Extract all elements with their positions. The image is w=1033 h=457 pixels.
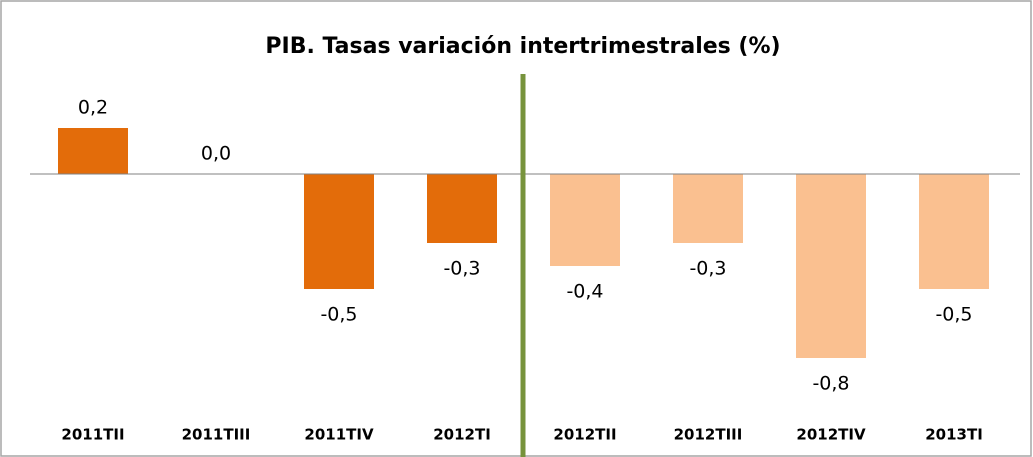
value-label: -0,5	[320, 304, 357, 326]
bar	[550, 174, 620, 266]
value-label: 0,2	[78, 97, 108, 119]
x-tick-label: 2012TIV	[796, 426, 866, 444]
x-tick-label: 2012TI	[433, 426, 491, 444]
chart-title: PIB. Tasas variación intertrimestrales (…	[265, 34, 780, 59]
x-tick-label: 2012TIII	[674, 426, 743, 444]
x-tick-label: 2011TIV	[304, 426, 374, 444]
x-tick-label: 2011TIII	[182, 426, 251, 444]
bar	[58, 128, 128, 174]
x-tick-label: 2012TII	[553, 426, 616, 444]
x-tick-label: 2013TI	[925, 426, 983, 444]
value-label: -0,5	[935, 304, 972, 326]
bar	[427, 174, 497, 243]
value-label: -0,3	[443, 258, 480, 280]
x-tick-label: 2011TII	[61, 426, 124, 444]
value-label: -0,4	[566, 281, 603, 303]
value-label: -0,3	[689, 258, 726, 280]
bar	[796, 174, 866, 358]
value-label: -0,8	[812, 373, 849, 395]
bar	[673, 174, 743, 243]
bar	[304, 174, 374, 289]
bar	[919, 174, 989, 289]
value-label: 0,0	[201, 143, 231, 165]
